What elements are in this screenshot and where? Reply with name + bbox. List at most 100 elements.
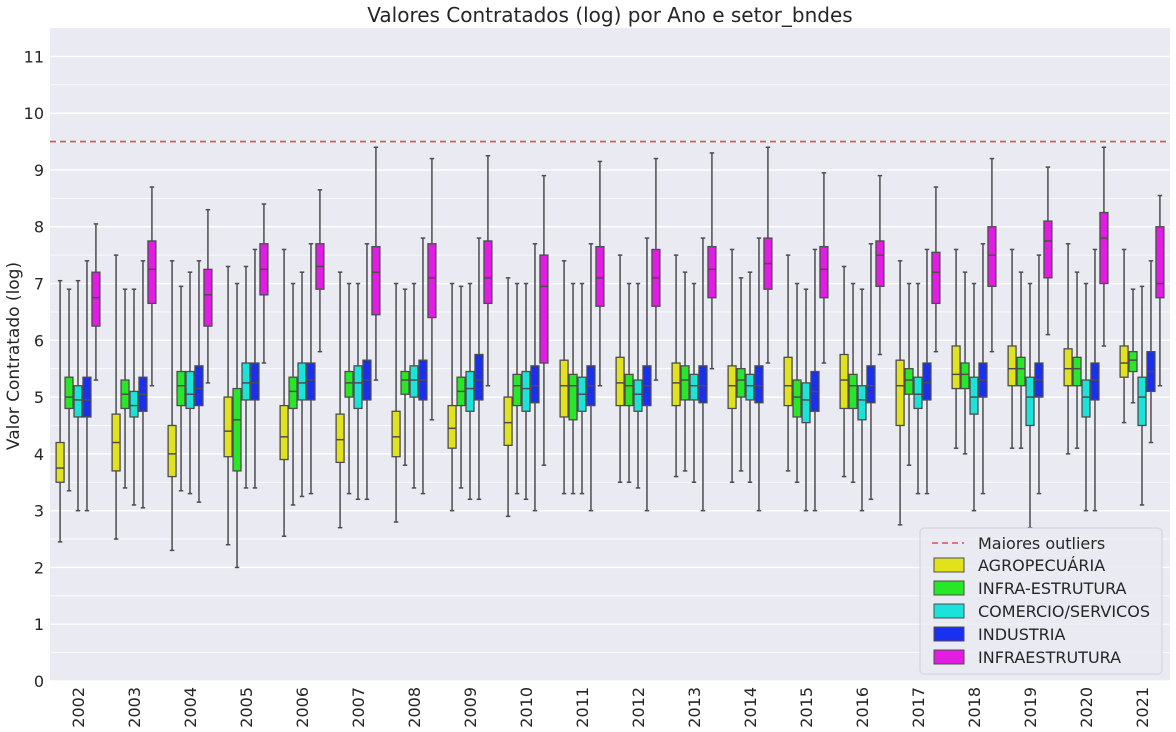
box-iqr [754,365,764,404]
box-industria [530,243,540,512]
x-tick-label: 2009 [461,687,480,728]
box-infra-estrutura [624,282,634,484]
box-infraestrutura [539,174,549,466]
box-infraestrutura [259,203,269,364]
box-iqr [671,362,681,407]
x-tick-label: 2002 [69,687,88,728]
box-agropecu-ria [335,271,345,529]
box-infra-estrutura [456,285,466,489]
box-iqr [427,243,437,319]
box-industria [698,237,708,512]
box-infraestrutura [819,172,829,364]
box-comercio-servicos [969,282,979,512]
box-iqr [1072,356,1082,387]
box-iqr [55,441,65,483]
box-infra-estrutura [904,282,914,466]
legend-label: AGROPECUÁRIA [978,556,1105,575]
box-iqr [969,376,979,415]
box-infra-estrutura [400,288,410,466]
category-group [839,174,885,512]
y-tick-label: 10 [24,104,44,123]
box-agropecu-ria [895,260,905,526]
x-tick-label: 2016 [853,687,872,728]
box-infra-estrutura [1072,271,1082,449]
box-infraestrutura [595,160,605,387]
category-group [559,160,605,512]
box-infraestrutura [1155,194,1165,387]
box-iqr [1081,379,1091,418]
box-agropecu-ria [1007,248,1017,449]
x-tick-label: 2008 [405,687,424,728]
box-iqr [931,251,941,305]
box-infraestrutura [931,186,941,353]
box-infraestrutura [147,186,157,387]
box-infra-estrutura [848,282,858,484]
box-agropecu-ria [1119,248,1129,424]
box-agropecu-ria [447,282,457,512]
box-iqr [194,365,204,407]
box-iqr [615,356,625,407]
box-iqr [951,345,961,390]
box-iqr [987,226,997,288]
box-iqr [633,379,643,412]
box-iqr [129,390,139,418]
box-industria [642,237,652,512]
box-iqr [819,245,829,299]
x-tick-label: 2004 [181,687,200,728]
y-tick-label: 2 [34,558,44,577]
category-group [279,189,325,537]
x-tick-label: 2003 [125,687,144,728]
box-iqr [223,396,233,458]
box-iqr [707,245,717,299]
legend-label: Maiores outliers [978,534,1105,553]
box-iqr [232,387,242,472]
box-iqr [1155,226,1165,299]
box-iqr [1099,211,1109,285]
x-tick-label: 2011 [573,687,592,728]
box-iqr [568,373,578,421]
box-infra-estrutura [288,282,298,506]
category-group [111,186,157,540]
box-iqr [203,268,213,327]
box-iqr [400,370,410,395]
box-infraestrutura [1099,146,1109,347]
box-iqr [1119,345,1129,378]
box-infraestrutura [987,157,997,353]
box-infra-estrutura [64,288,74,492]
box-comercio-servicos [577,282,587,495]
box-industria [82,260,92,512]
category-group [783,172,829,512]
y-tick-label: 1 [34,615,44,634]
box-iqr [185,370,195,410]
box-comercio-servicos [185,271,195,495]
y-tick-label: 6 [34,331,44,350]
box-agropecu-ria [503,277,513,518]
box-industria [586,243,596,512]
box-infraestrutura [1043,166,1053,336]
box-iqr [530,365,540,404]
box-iqr [1043,220,1053,279]
box-agropecu-ria [559,260,569,495]
box-iqr [839,353,849,410]
box-infra-estrutura [736,277,746,472]
box-iqr [391,410,401,458]
legend-label: INFRAESTRUTURA [978,648,1121,667]
box-iqr [801,382,811,424]
x-tick-label: 2006 [293,687,312,728]
box-infraestrutura [763,146,773,364]
box-iqr [241,362,251,401]
box-comercio-servicos [129,288,139,506]
box-infra-estrutura [568,282,578,495]
box-iqr [736,368,746,398]
legend-swatch [933,580,965,596]
box-industria [1034,254,1044,495]
box-iqr [521,370,531,412]
box-comercio-servicos [689,282,699,484]
box-iqr [353,365,363,410]
box-agropecu-ria [55,279,65,543]
box-iqr [73,385,83,418]
x-tick-labels: 2002 2003 2004 2005 2006 2007 2008 2009 2010 2011… [69,687,1152,728]
box-infra-estrutura [792,282,802,484]
box-industria [866,243,876,501]
